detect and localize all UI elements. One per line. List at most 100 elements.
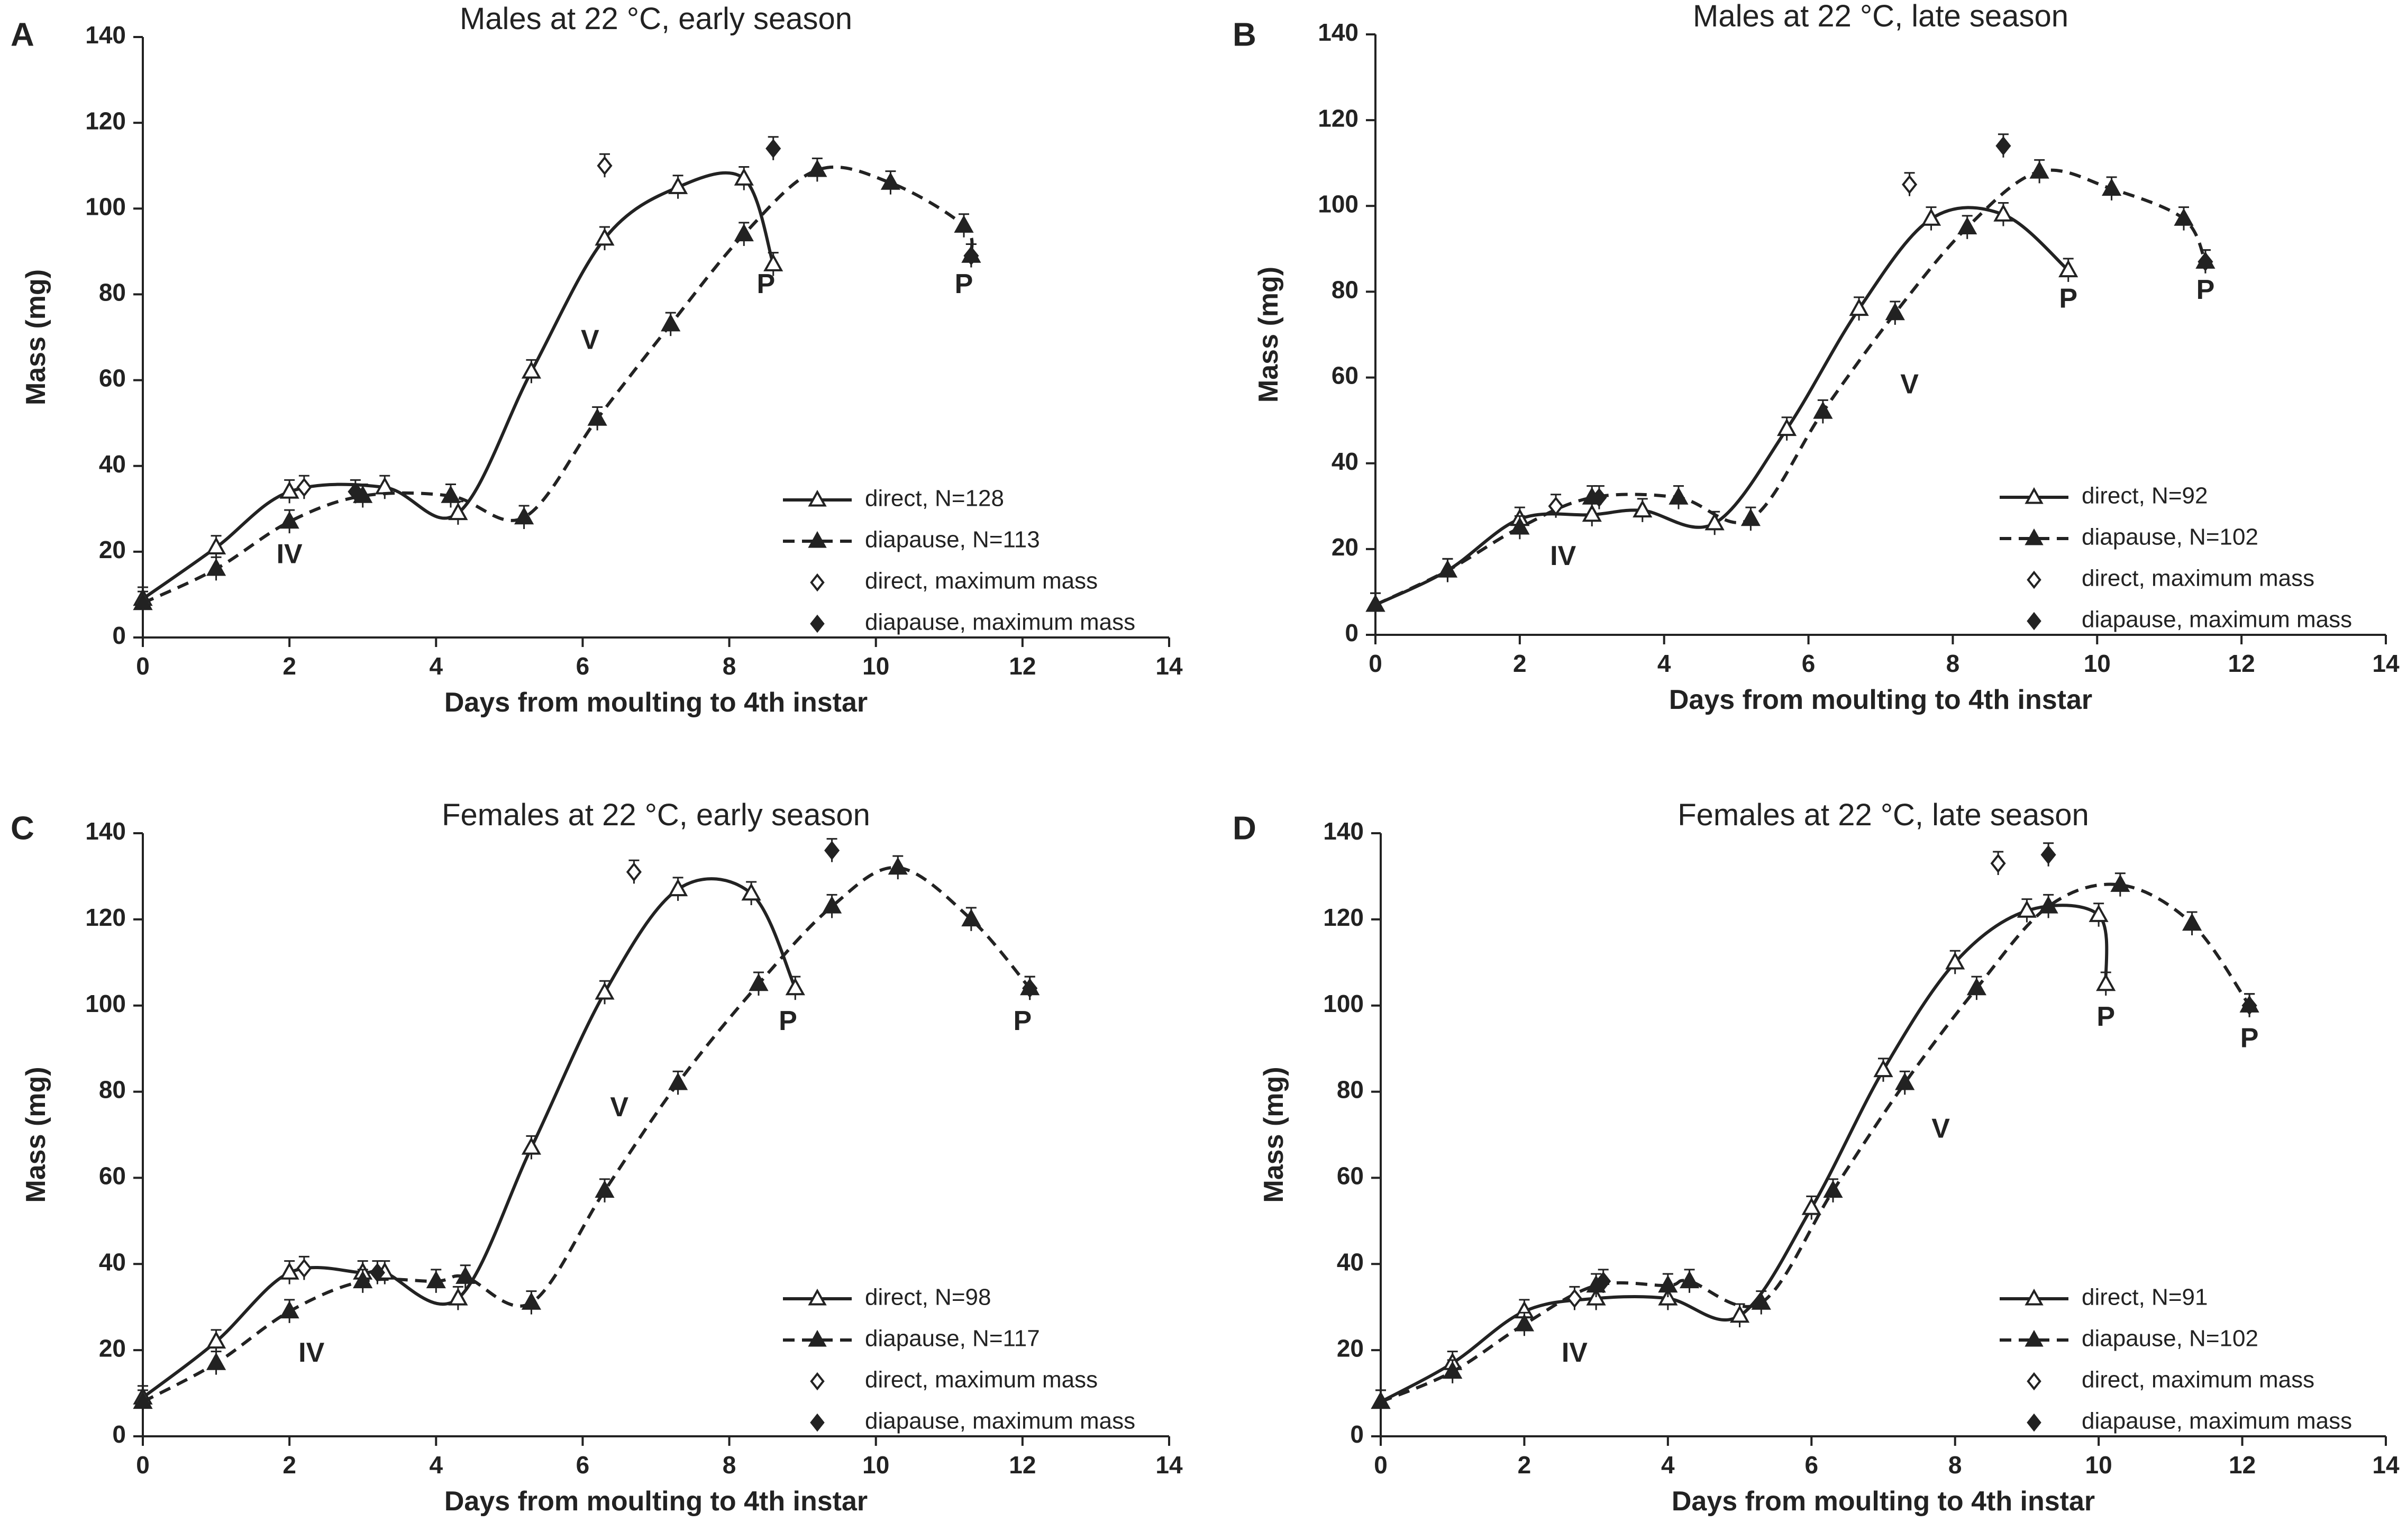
x-tick-label: 6 <box>1804 1451 1818 1479</box>
x-tick-label: 10 <box>2085 1451 2112 1479</box>
x-tick-label: 14 <box>1155 652 1183 680</box>
legend-label: direct, N=98 <box>865 1284 991 1310</box>
data-point <box>514 506 534 525</box>
x-tick-label: 8 <box>1946 650 1960 677</box>
series-diapause <box>133 157 981 615</box>
series-diapause-max <box>1591 133 2213 509</box>
chart-title: Males at 22 °C, early season <box>460 2 852 36</box>
x-tick-label: 10 <box>862 1451 889 1479</box>
data-point <box>521 1292 542 1310</box>
data-point <box>785 978 805 996</box>
y-tick-label: 80 <box>99 1076 126 1104</box>
series-diapause-max <box>348 136 979 504</box>
y-tick-label: 100 <box>85 990 126 1017</box>
data-point <box>1849 298 1869 316</box>
series-line <box>1374 168 2207 607</box>
data-point <box>1885 302 1905 321</box>
legend-label: diapause, maximum mass <box>2082 1408 2352 1434</box>
panel-letter: A <box>11 16 34 53</box>
x-tick-label: 8 <box>1948 1451 1962 1479</box>
x-tick-label: 8 <box>723 652 736 680</box>
legend-label: direct, maximum mass <box>2082 1367 2314 1393</box>
legend-entry: direct, N=91 <box>2000 1284 2208 1310</box>
data-point <box>1801 1197 1821 1215</box>
x-axis-label: Days from moulting to 4th instar <box>1669 685 2092 715</box>
panel-letter: D <box>1233 810 1256 846</box>
series-direct-max <box>1566 851 2006 1310</box>
legend-entry: direct, maximum mass <box>810 1367 1098 1393</box>
y-tick-label: 20 <box>99 1334 126 1362</box>
data-point <box>1704 513 1725 531</box>
y-tick-label: 80 <box>99 279 126 306</box>
legend-entry: diapause, N=102 <box>2000 524 2258 550</box>
stage-label: IV <box>1562 1337 1588 1368</box>
data-point <box>595 982 615 1000</box>
series-direct-max <box>1548 172 1918 518</box>
y-tick-label: 140 <box>85 21 126 49</box>
stage-label: P <box>2059 283 2077 314</box>
data-point <box>1945 952 1965 970</box>
data-point <box>734 223 754 242</box>
legend-entry: direct, N=98 <box>783 1284 991 1310</box>
data-point <box>2198 252 2213 271</box>
y-axis-label: Mass (mg) <box>1253 267 1284 403</box>
legend: direct, N=91 diapause, N=102 direct, maxim… <box>2000 1284 2352 1434</box>
y-axis-label: Mass (mg) <box>1259 1067 1289 1202</box>
legend-marker <box>2025 1288 2044 1306</box>
y-tick-label: 40 <box>99 450 126 478</box>
legend-marker <box>808 1329 827 1347</box>
stage-label: IV <box>298 1337 324 1368</box>
data-point <box>1443 1361 1463 1379</box>
data-point <box>587 408 607 426</box>
legend-entry: diapause, N=102 <box>2000 1326 2258 1352</box>
stage-label: P <box>1014 1006 1032 1036</box>
stage-label: P <box>757 269 776 299</box>
data-point <box>1566 1289 1582 1308</box>
legend-marker <box>810 1372 825 1391</box>
stage-label: P <box>955 269 973 299</box>
legend-entry: diapause, maximum mass <box>2027 1408 2352 1434</box>
y-tick-label: 0 <box>112 622 126 649</box>
y-tick-label: 60 <box>1332 362 1359 389</box>
x-tick-label: 4 <box>1657 650 1671 677</box>
legend-marker <box>808 531 827 548</box>
y-tick-label: 0 <box>1345 619 1359 646</box>
series-line <box>142 171 775 600</box>
legend: direct, N=128 diapause, N=113 direct, maxi… <box>783 486 1135 635</box>
x-tick-label: 12 <box>2229 1451 2256 1479</box>
legend-label: diapause, N=113 <box>865 527 1040 553</box>
y-tick-label: 140 <box>1323 817 1364 845</box>
data-point <box>1679 1270 1700 1289</box>
x-tick-label: 2 <box>1513 650 1527 677</box>
data-point <box>763 253 783 271</box>
data-point <box>2058 259 2078 278</box>
y-tick-label: 60 <box>1337 1162 1364 1190</box>
data-point <box>133 1391 153 1409</box>
data-point <box>2241 996 2257 1015</box>
x-tick-label: 2 <box>1518 1451 1531 1479</box>
data-point <box>521 361 542 379</box>
data-point <box>521 1137 542 1155</box>
series-direct <box>1365 202 2078 617</box>
data-point <box>1371 1391 1391 1409</box>
data-point <box>824 841 840 860</box>
y-tick-label: 140 <box>85 817 126 845</box>
data-point <box>2089 904 2109 922</box>
data-point <box>2040 845 2056 864</box>
y-tick-label: 140 <box>1318 19 1359 46</box>
data-point <box>1633 499 1653 518</box>
x-tick-label: 14 <box>1155 1451 1183 1479</box>
y-tick-label: 100 <box>1318 190 1359 217</box>
data-point <box>668 878 688 897</box>
x-tick-label: 10 <box>2084 650 2111 677</box>
legend-label: direct, N=92 <box>2082 483 2208 509</box>
x-tick-label: 14 <box>2372 1451 2400 1479</box>
legend-marker <box>2027 1372 2041 1391</box>
x-tick-label: 12 <box>1009 652 1036 680</box>
data-point <box>1510 517 1530 535</box>
data-point <box>206 1352 226 1370</box>
y-tick-label: 120 <box>1323 904 1364 931</box>
series-line <box>1374 206 2069 607</box>
data-point <box>353 1270 373 1289</box>
series-line <box>1380 882 2251 1404</box>
